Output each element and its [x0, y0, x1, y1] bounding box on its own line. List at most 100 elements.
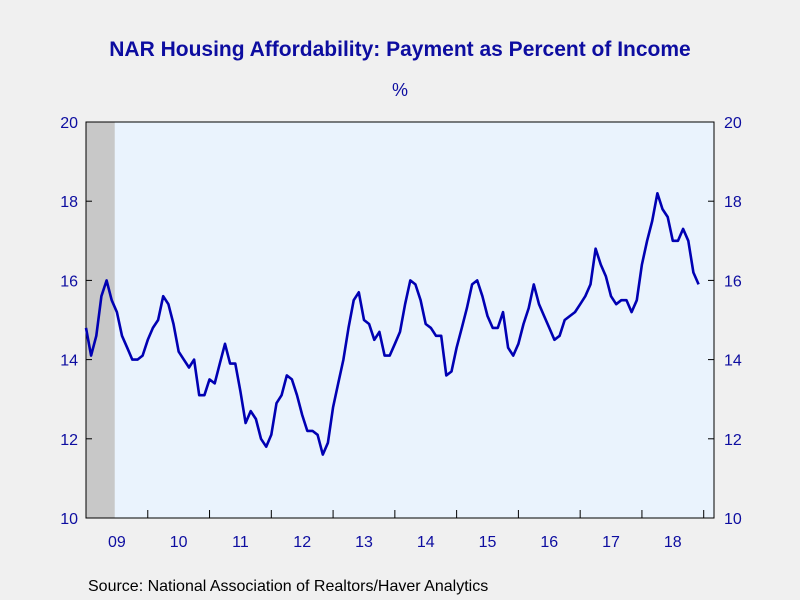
source-note: Source: National Association of Realtors…	[88, 578, 489, 595]
data-point	[193, 358, 195, 360]
data-point	[224, 343, 226, 345]
data-point	[286, 374, 288, 376]
data-point	[615, 303, 617, 305]
x-tick-label: 17	[602, 534, 620, 551]
recession-shading	[86, 122, 115, 518]
y-tick-label-right: 12	[724, 432, 742, 449]
data-point	[543, 315, 545, 317]
x-tick-label: 14	[417, 534, 435, 551]
data-point	[198, 394, 200, 396]
data-point	[188, 366, 190, 368]
data-point	[389, 354, 391, 356]
data-point	[147, 339, 149, 341]
data-point	[553, 339, 555, 341]
data-point	[105, 279, 107, 281]
data-point	[394, 343, 396, 345]
data-point	[656, 192, 658, 194]
data-point	[280, 394, 282, 396]
data-point	[661, 208, 663, 210]
data-point	[497, 327, 499, 329]
data-point	[641, 263, 643, 265]
data-point	[219, 362, 221, 364]
data-point	[332, 406, 334, 408]
data-point	[507, 347, 509, 349]
data-point	[337, 382, 339, 384]
data-point	[651, 220, 653, 222]
data-point	[409, 279, 411, 281]
data-point	[579, 303, 581, 305]
data-point	[440, 335, 442, 337]
data-point	[476, 279, 478, 281]
data-point	[625, 299, 627, 301]
data-point	[569, 315, 571, 317]
data-point	[347, 327, 349, 329]
data-point	[311, 430, 313, 432]
data-point	[548, 327, 550, 329]
series-line	[84, 192, 700, 456]
data-point	[141, 354, 143, 356]
y-tick-label-right: 16	[724, 273, 742, 290]
data-point	[574, 311, 576, 313]
data-point	[533, 283, 535, 285]
y-tick-label-right: 20	[724, 115, 742, 132]
data-point	[152, 327, 154, 329]
y-tick-label-left: 18	[60, 194, 78, 211]
y-tick-label-left: 14	[60, 353, 78, 370]
data-point	[697, 283, 699, 285]
x-tick-label: 12	[293, 534, 311, 551]
data-point	[111, 299, 113, 301]
data-point	[471, 283, 473, 285]
y-tick-label-left: 16	[60, 273, 78, 290]
data-point	[414, 283, 416, 285]
data-point	[250, 410, 252, 412]
data-point	[677, 240, 679, 242]
data-point	[265, 446, 267, 448]
data-point	[301, 414, 303, 416]
data-point	[342, 358, 344, 360]
data-point	[481, 295, 483, 297]
data-point	[589, 283, 591, 285]
x-tick-label: 10	[170, 534, 188, 551]
data-point	[419, 299, 421, 301]
data-point	[399, 331, 401, 333]
data-point	[610, 295, 612, 297]
data-point	[368, 323, 370, 325]
y-tick-label-left: 20	[60, 115, 78, 132]
data-point	[425, 323, 427, 325]
data-point	[352, 299, 354, 301]
x-tick-label: 15	[479, 534, 497, 551]
data-point	[229, 362, 231, 364]
data-point	[275, 402, 277, 404]
data-point	[157, 319, 159, 321]
y-tick-label-right: 18	[724, 194, 742, 211]
data-point	[234, 362, 236, 364]
data-point	[404, 303, 406, 305]
data-point	[90, 354, 92, 356]
data-point	[461, 327, 463, 329]
plot-frame	[85, 121, 715, 519]
x-tick-label: 13	[355, 534, 373, 551]
data-point	[172, 323, 174, 325]
unit-label: %	[391, 80, 408, 100]
y-tick-label-left: 10	[60, 511, 78, 528]
data-point	[527, 307, 529, 309]
chart-title: NAR Housing Affordability: Payment as Pe…	[109, 38, 691, 61]
plot-area	[86, 122, 714, 518]
data-point	[636, 299, 638, 301]
data-point	[502, 311, 504, 313]
x-tick-label: 16	[540, 534, 558, 551]
data-point	[322, 453, 324, 455]
data-point	[85, 327, 87, 329]
y-tick-label-right: 14	[724, 353, 742, 370]
data-point	[630, 311, 632, 313]
data-point	[213, 382, 215, 384]
data-point	[131, 358, 133, 360]
data-point	[244, 422, 246, 424]
data-point	[378, 331, 380, 333]
data-point	[584, 295, 586, 297]
data-point	[646, 240, 648, 242]
data-point	[327, 442, 329, 444]
x-tick-label: 09	[108, 534, 126, 551]
data-point	[95, 335, 97, 337]
